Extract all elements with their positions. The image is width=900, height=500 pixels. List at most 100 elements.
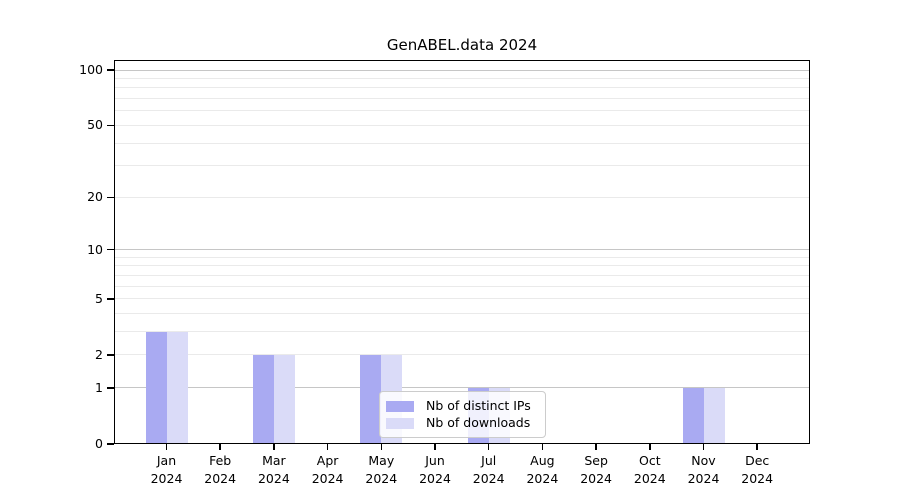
y-tick xyxy=(107,298,114,300)
y-tick xyxy=(107,69,114,71)
y-tick xyxy=(107,354,114,356)
gridline-minor xyxy=(114,331,810,333)
y-tick-label: 20 xyxy=(87,189,103,205)
y-tick xyxy=(107,387,114,389)
x-tick xyxy=(595,444,597,450)
x-tick-label: Jun 2024 xyxy=(399,452,471,487)
x-tick xyxy=(326,444,329,450)
bar-distinct-ips xyxy=(145,331,167,444)
bar-distinct-ips xyxy=(360,354,382,444)
x-tick-label: Apr 2024 xyxy=(292,452,364,487)
x-tick-month: Apr xyxy=(316,453,339,468)
gridline-minor xyxy=(114,98,810,100)
x-tick xyxy=(165,444,168,450)
legend-swatch-distinct-ips xyxy=(386,400,414,412)
x-tick-label: Jan 2024 xyxy=(131,452,203,487)
x-tick-label: Jul 2024 xyxy=(453,452,525,487)
legend-label-downloads: Nb of downloads xyxy=(426,415,531,430)
gridline-minor xyxy=(114,165,810,167)
legend-item-distinct-ips: Nb of distinct IPs xyxy=(386,398,537,414)
y-tick xyxy=(107,124,114,127)
x-tick xyxy=(434,444,436,450)
x-tick-month: Oct xyxy=(638,453,661,468)
bar-distinct-ips xyxy=(252,354,274,444)
x-tick-month: Feb xyxy=(209,453,232,468)
x-tick-month: Dec xyxy=(745,453,770,468)
gridline-minor xyxy=(114,124,810,126)
legend: Nb of distinct IPs Nb of downloads xyxy=(379,391,546,438)
x-tick xyxy=(702,444,705,450)
x-tick-year: 2024 xyxy=(365,470,398,486)
x-tick-year: 2024 xyxy=(526,470,559,486)
y-tick-label: 2 xyxy=(95,346,103,362)
x-tick xyxy=(380,444,383,450)
x-tick-label: Aug 2024 xyxy=(506,452,578,487)
x-tick xyxy=(756,444,758,450)
x-tick-year: 2024 xyxy=(580,470,612,486)
x-tick xyxy=(273,444,275,450)
x-tick-year: 2024 xyxy=(150,470,183,486)
bar-downloads xyxy=(273,354,295,444)
gridline-major xyxy=(114,249,810,251)
legend-swatch-downloads xyxy=(386,417,414,429)
x-tick-month: Jun xyxy=(425,453,445,468)
x-tick-label: May 2024 xyxy=(345,452,417,487)
bar-downloads xyxy=(166,331,188,444)
gridline-minor xyxy=(114,265,810,267)
x-tick-month: May xyxy=(368,453,395,468)
y-tick-label: 10 xyxy=(87,241,103,257)
gridline-minor xyxy=(114,285,810,287)
x-tick xyxy=(487,444,490,450)
gridline-minor xyxy=(114,298,810,300)
gridline-minor xyxy=(114,110,810,112)
chart-title: GenABEL.data 2024 xyxy=(386,36,538,54)
x-tick-year: 2024 xyxy=(419,470,451,486)
x-tick-label: Nov 2024 xyxy=(668,452,740,487)
y-tick-label: 100 xyxy=(79,62,103,77)
x-tick-month: Jul xyxy=(481,453,497,468)
gridline-minor xyxy=(114,142,810,144)
y-tick xyxy=(107,443,114,445)
x-tick-month: Sep xyxy=(584,453,608,468)
x-tick-year: 2024 xyxy=(204,470,237,486)
gridline-major xyxy=(114,387,810,389)
gridline-minor xyxy=(114,354,810,356)
gridline-minor xyxy=(114,196,810,198)
y-tick-label: 0 xyxy=(95,436,103,451)
x-tick-month: Nov xyxy=(691,453,716,468)
x-tick-label: Mar 2024 xyxy=(238,452,310,487)
x-tick-month: Jan xyxy=(156,453,177,468)
x-tick xyxy=(649,444,651,450)
x-tick-month: Aug xyxy=(530,453,555,468)
legend-item-downloads: Nb of downloads xyxy=(386,415,537,431)
x-tick-month: Mar xyxy=(262,453,286,468)
y-tick-label: 50 xyxy=(87,117,103,133)
gridline-minor xyxy=(114,256,810,258)
bar-downloads xyxy=(703,387,725,444)
gridline-minor xyxy=(114,313,810,315)
x-tick-year: 2024 xyxy=(257,470,290,486)
x-tick-year: 2024 xyxy=(741,470,774,486)
y-tick xyxy=(107,196,114,199)
x-tick-year: 2024 xyxy=(311,470,344,486)
gridline-major xyxy=(114,69,810,71)
y-tick xyxy=(107,248,114,251)
gridline-minor xyxy=(114,77,810,79)
x-tick-label: Sep 2024 xyxy=(560,452,632,487)
plot-area xyxy=(114,60,810,444)
x-tick-label: Dec 2024 xyxy=(721,452,793,487)
x-tick-label: Feb 2024 xyxy=(184,452,256,487)
x-tick-year: 2024 xyxy=(687,470,720,486)
x-tick xyxy=(541,444,544,450)
gridline-minor xyxy=(114,274,810,276)
x-tick-year: 2024 xyxy=(633,470,666,486)
legend-label-distinct-ips: Nb of distinct IPs xyxy=(426,398,531,413)
bar-distinct-ips xyxy=(682,387,704,444)
x-tick-label: Oct 2024 xyxy=(614,452,686,487)
gridline-minor xyxy=(114,87,810,89)
y-tick-label: 1 xyxy=(95,379,103,395)
x-tick-year: 2024 xyxy=(472,470,505,486)
y-tick-label: 5 xyxy=(95,290,103,306)
x-tick xyxy=(219,444,221,450)
